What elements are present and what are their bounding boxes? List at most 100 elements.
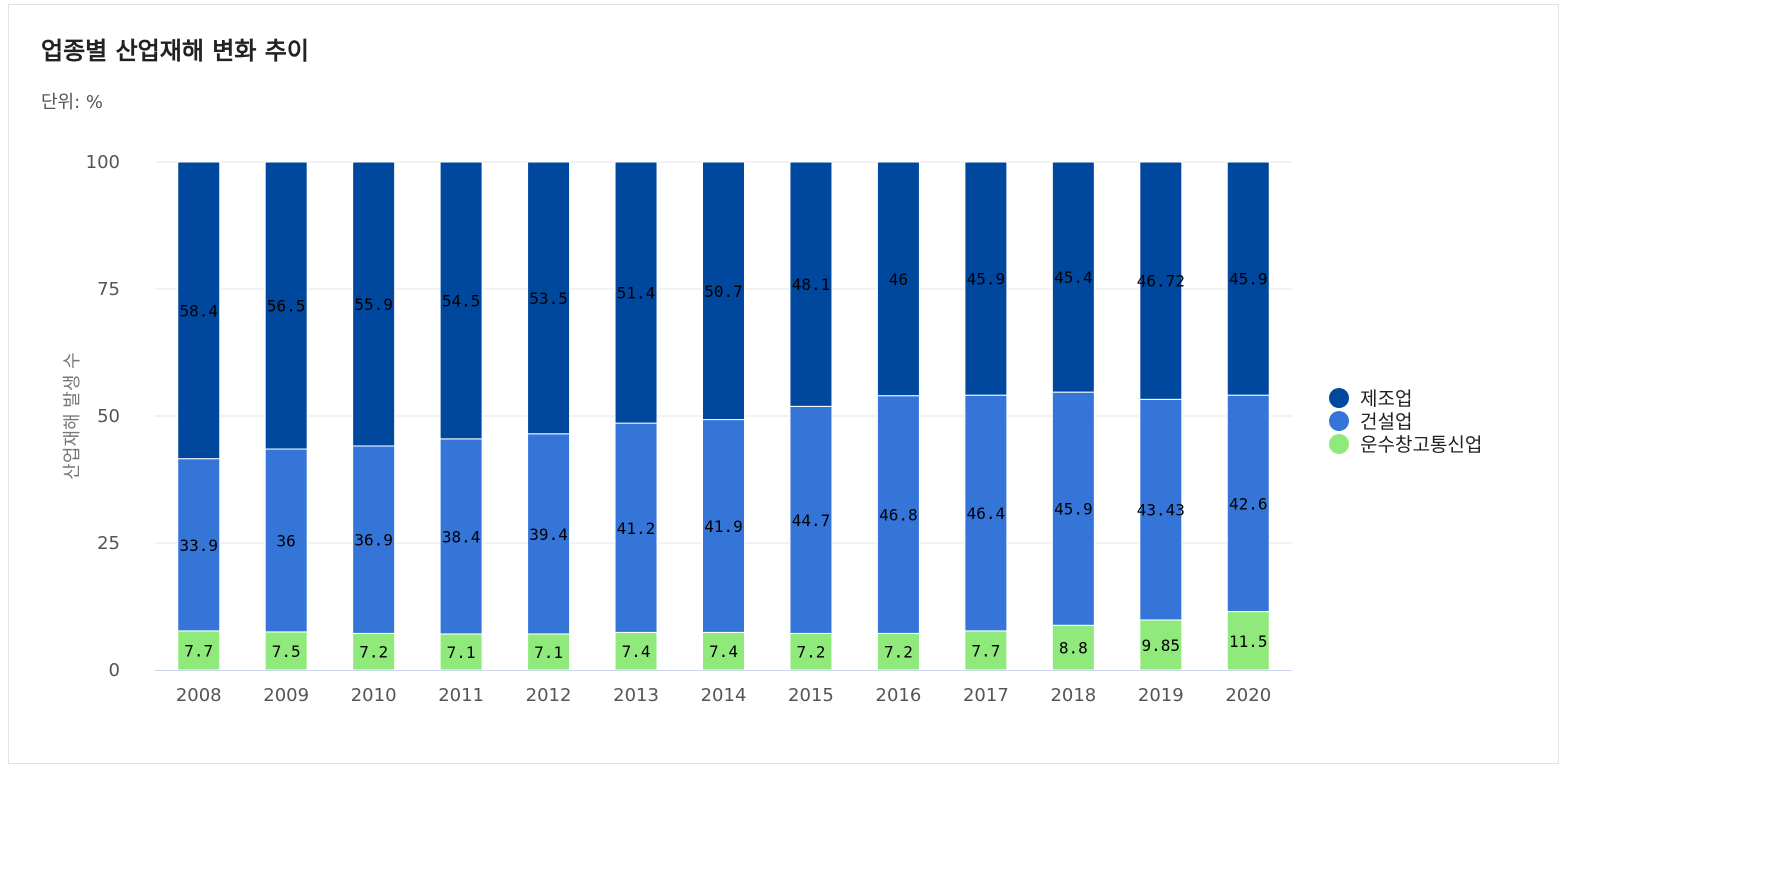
bar-segment[interactable] — [1226, 394, 1270, 613]
legend-swatch[interactable] — [1329, 434, 1349, 454]
bar-segment[interactable] — [1051, 391, 1095, 626]
data-label: 50.7 — [704, 282, 743, 301]
bar-segment[interactable] — [177, 458, 221, 632]
data-label: 7.7 — [971, 641, 1000, 660]
bar-segment[interactable] — [527, 161, 571, 435]
data-label: 45.9 — [967, 270, 1006, 289]
bar-segment[interactable] — [876, 161, 920, 397]
bar-segment[interactable] — [352, 445, 396, 634]
data-label: 7.2 — [359, 643, 388, 662]
data-label: 7.2 — [797, 643, 826, 662]
y-axis-title: 산업재해 발생 수 — [62, 352, 83, 479]
y-tick-label: 25 — [97, 533, 120, 554]
legend-swatch[interactable] — [1329, 411, 1349, 431]
bar-segment[interactable] — [177, 161, 221, 460]
data-label: 46.4 — [967, 504, 1006, 523]
data-label: 9.85 — [1142, 636, 1181, 655]
legend-swatch[interactable] — [1329, 388, 1349, 408]
bar-segment[interactable] — [527, 433, 571, 635]
data-label: 45.9 — [1054, 500, 1093, 519]
data-label: 36 — [277, 531, 296, 550]
data-label: 7.1 — [447, 643, 476, 662]
data-label: 41.2 — [617, 519, 656, 538]
x-tick-label: 2019 — [1138, 685, 1184, 706]
x-tick-label: 2017 — [963, 685, 1009, 706]
data-labels: 7.7 33.9 58.4 7.5 36 56.5 7.2 36.9 55.9 7.1 38.4 54… — [179, 268, 1267, 662]
data-label: 45.9 — [1229, 270, 1268, 289]
bars — [177, 161, 1270, 671]
x-tick-label: 2013 — [613, 685, 659, 706]
data-label: 58.4 — [179, 301, 218, 320]
y-tick-label: 75 — [97, 279, 120, 300]
x-tick-label: 2009 — [263, 685, 309, 706]
bar-segment[interactable] — [614, 422, 658, 633]
bar-segment[interactable] — [527, 633, 571, 671]
data-label: 48.1 — [792, 275, 831, 294]
bar-segment[interactable] — [702, 161, 745, 421]
data-label: 46 — [889, 270, 908, 289]
x-tick-label: 2010 — [351, 685, 397, 706]
bar-segment[interactable] — [1051, 161, 1095, 393]
bar-segment[interactable] — [177, 630, 221, 671]
bar-segment[interactable] — [352, 632, 396, 671]
bar-segment[interactable] — [352, 161, 396, 447]
legend-item-label[interactable]: 제조업 — [1360, 388, 1412, 410]
data-label: 56.5 — [267, 297, 306, 316]
x-tick-label: 2011 — [438, 685, 484, 706]
data-label: 33.9 — [179, 536, 218, 555]
x-tick-label: 2016 — [876, 685, 922, 706]
y-tick-label: 50 — [97, 406, 120, 427]
bar-segment[interactable] — [1139, 161, 1183, 400]
x-tick-label: 2012 — [526, 685, 572, 706]
data-label: 43.43 — [1137, 501, 1185, 520]
x-tick-label: 2018 — [1050, 685, 1096, 706]
chart-title: 업종별 산업재해 변화 추이 — [41, 37, 309, 65]
x-tick-label: 2015 — [788, 685, 834, 706]
unit-label: 단위: % — [41, 92, 104, 113]
data-label: 7.5 — [272, 642, 301, 661]
bar-segment[interactable] — [964, 394, 1008, 632]
axes: 0 25 50 75 100 산업재해 발생 수 2008 2009 2010 2011 2012 2… — [62, 152, 1292, 706]
bar-segment[interactable] — [702, 419, 745, 633]
bar-segment[interactable] — [789, 405, 833, 634]
bar-segment[interactable] — [1226, 161, 1270, 396]
data-label: 54.5 — [442, 291, 481, 310]
legend-item-label[interactable]: 운수창고통신업 — [1360, 434, 1482, 456]
bar-segment[interactable] — [614, 161, 658, 424]
bar-segment[interactable] — [1139, 398, 1183, 621]
data-label: 55.9 — [354, 295, 393, 314]
data-label: 42.6 — [1229, 494, 1268, 513]
data-label: 41.9 — [704, 517, 743, 536]
bar-segment[interactable] — [876, 632, 920, 671]
data-label: 36.9 — [354, 531, 393, 550]
data-label: 38.4 — [442, 527, 481, 546]
data-label: 45.4 — [1054, 268, 1093, 287]
data-label: 51.4 — [617, 284, 656, 303]
x-tick-label: 2008 — [176, 685, 222, 706]
bar-segment[interactable] — [439, 161, 483, 440]
data-label: 7.4 — [709, 642, 738, 661]
data-label: 39.4 — [529, 525, 568, 544]
data-label: 11.5 — [1229, 632, 1268, 651]
data-label: 7.7 — [184, 641, 213, 660]
bar-segment[interactable] — [964, 161, 1008, 396]
x-tick-label: 2020 — [1225, 685, 1271, 706]
bar-segment[interactable] — [876, 395, 920, 634]
data-label: 46.8 — [879, 506, 918, 525]
data-label: 53.5 — [529, 289, 568, 308]
data-label: 44.7 — [792, 511, 831, 530]
data-label: 7.4 — [622, 642, 651, 661]
bar-segment[interactable] — [264, 448, 308, 633]
legend-item-label[interactable]: 건설업 — [1360, 411, 1412, 433]
bar-segment[interactable] — [614, 631, 658, 671]
y-tick-label: 100 — [86, 152, 120, 173]
bar-segment[interactable] — [789, 161, 833, 407]
data-label: 46.72 — [1137, 272, 1185, 291]
y-tick-label: 0 — [109, 660, 120, 681]
data-label: 7.2 — [884, 643, 913, 662]
x-tick-label: 2014 — [701, 685, 747, 706]
data-label: 8.8 — [1059, 639, 1088, 658]
bar-segment[interactable] — [264, 161, 308, 450]
